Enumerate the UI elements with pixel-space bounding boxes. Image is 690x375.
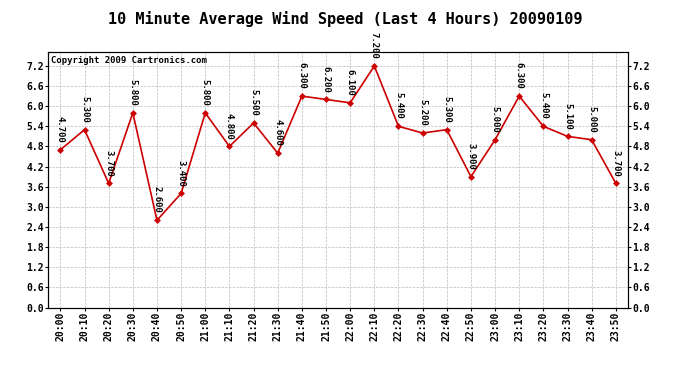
Text: 5.400: 5.400 (394, 93, 403, 119)
Text: 3.900: 3.900 (466, 143, 475, 170)
Text: 4.600: 4.600 (273, 119, 282, 146)
Text: 5.000: 5.000 (491, 106, 500, 133)
Text: 3.700: 3.700 (104, 150, 113, 176)
Text: 5.100: 5.100 (563, 102, 572, 129)
Text: 5.300: 5.300 (80, 96, 89, 123)
Text: 7.200: 7.200 (370, 32, 379, 59)
Text: 5.500: 5.500 (249, 89, 258, 116)
Text: 5.200: 5.200 (418, 99, 427, 126)
Text: 5.800: 5.800 (201, 79, 210, 106)
Text: 10 Minute Average Wind Speed (Last 4 Hours) 20090109: 10 Minute Average Wind Speed (Last 4 Hou… (108, 11, 582, 27)
Text: 2.600: 2.600 (152, 186, 161, 213)
Text: 4.700: 4.700 (56, 116, 65, 143)
Text: 5.300: 5.300 (442, 96, 451, 123)
Text: 6.100: 6.100 (346, 69, 355, 96)
Text: 3.700: 3.700 (611, 150, 620, 176)
Text: 5.400: 5.400 (539, 93, 548, 119)
Text: 4.800: 4.800 (225, 112, 234, 140)
Text: Copyright 2009 Cartronics.com: Copyright 2009 Cartronics.com (51, 56, 207, 65)
Text: 6.300: 6.300 (297, 62, 306, 89)
Text: 6.300: 6.300 (515, 62, 524, 89)
Text: 6.200: 6.200 (322, 66, 331, 93)
Text: 5.800: 5.800 (128, 79, 137, 106)
Text: 3.400: 3.400 (177, 160, 186, 186)
Text: 5.000: 5.000 (587, 106, 596, 133)
